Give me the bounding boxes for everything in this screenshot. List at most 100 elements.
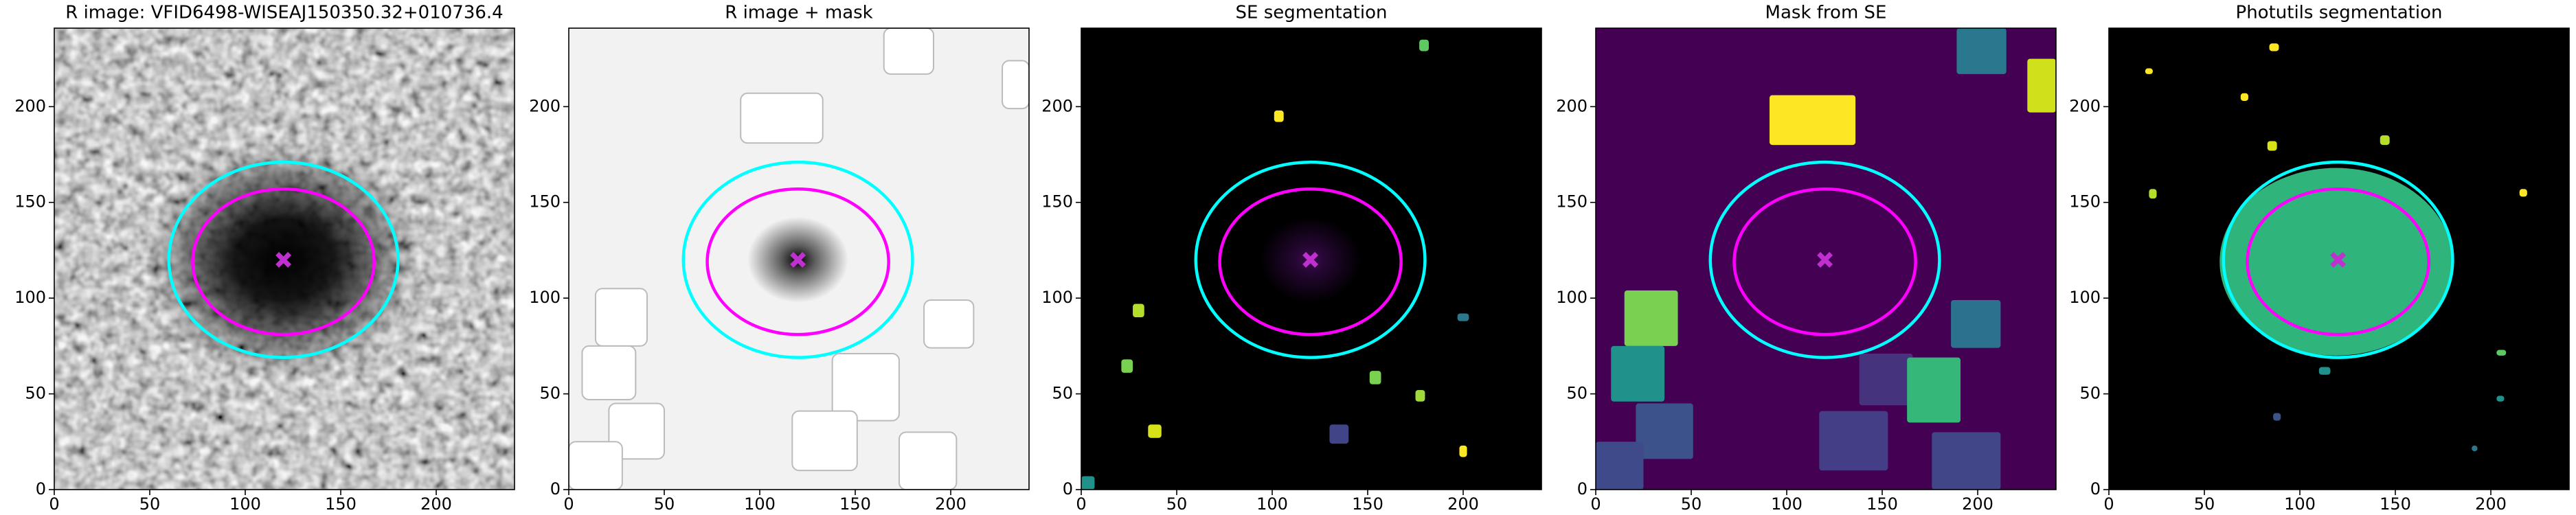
y-tick-label: 150 [1041,192,1073,211]
segment-region [1819,411,1888,471]
x-tick-label: 50 [654,494,675,514]
y-tick-label: 200 [14,96,46,115]
segment-region [791,410,858,472]
y-tick-label: 0 [550,479,561,499]
panel-title: Photutils segmentation [2236,3,2443,23]
y-tick-label: 100 [1556,288,1588,307]
center-marker [2330,251,2347,268]
segment-region [1002,60,1029,110]
segment-region [1769,95,1856,146]
axes-frame [1081,27,1542,490]
segment-region [740,92,824,144]
segment-region [831,353,900,422]
aperture-ellipse [1218,187,1403,336]
segment-region [2269,43,2279,52]
segment-region [1133,304,1144,318]
aperture-ellipse [167,160,400,359]
y-tick-label: 150 [14,192,46,211]
image-area [1596,28,2056,490]
y-tick-label: 0 [1577,479,1588,499]
x-tick-label: 150 [2380,494,2411,514]
x-tick-label: 0 [1590,494,1601,514]
segment-region [2519,189,2527,197]
x-tick-label: 50 [1681,494,1702,514]
segment-region [1274,110,1284,122]
segment-region [1415,390,1425,402]
x-tick-label: 200 [1962,494,1993,514]
segment-region [1636,403,1693,459]
y-tick-label: 200 [2069,96,2101,115]
segment-region [2240,93,2248,101]
panel-title: SE segmentation [1236,3,1388,23]
center-marker [1817,251,1833,268]
y-tick-label: 100 [1041,288,1073,307]
center-marker [1302,251,1319,268]
y-tick-label: 150 [1556,192,1588,211]
segment-region [1907,357,1961,423]
x-tick-label: 50 [139,494,161,514]
axes-frame [2108,27,2570,490]
segment-region [608,402,666,460]
y-tick-label: 0 [1063,479,1073,499]
segment-region [581,345,637,400]
x-tick-label: 200 [1447,494,1479,514]
segment-region [2496,396,2505,402]
segment-region [1596,442,1644,490]
y-tick-label: 50 [1052,384,1073,403]
segment-region [2145,68,2153,74]
y-tick-label: 150 [529,192,561,211]
segment-region [2273,413,2281,421]
x-tick-label: 50 [1166,494,1188,514]
x-tick-label: 200 [420,494,452,514]
image-area [569,28,1029,490]
segment-region [1457,313,1469,321]
x-tick-label: 100 [2284,494,2316,514]
x-tick-label: 100 [1771,494,1803,514]
segment-region [923,299,975,349]
panel-title: R image + mask [725,3,873,23]
y-tick-label: 0 [2090,479,2101,499]
y-tick-label: 0 [36,479,46,499]
aperture-ellipse [191,187,376,336]
y-tick-label: 100 [2069,288,2101,307]
y-tick-label: 50 [539,384,561,403]
x-tick-label: 150 [839,494,871,514]
image-area [54,28,515,490]
segment-region [1624,290,1678,346]
y-tick-label: 200 [529,96,561,115]
x-tick-label: 100 [229,494,261,514]
segment-region [2472,445,2478,452]
aperture-ellipse [1194,160,1427,359]
segment-region [1148,424,1162,438]
x-tick-label: 0 [563,494,574,514]
segment-region [1859,354,1913,406]
segment-region [1611,345,1665,402]
aperture-ellipse [1708,160,1941,359]
segment-region [1932,432,2001,490]
image-area [1081,28,1541,490]
center-marker [275,251,292,268]
x-tick-label: 100 [744,494,776,514]
y-tick-label: 200 [1556,96,1588,115]
x-tick-label: 0 [1076,494,1086,514]
y-tick-label: 100 [529,288,561,307]
aperture-ellipse [705,187,890,336]
segment-region [1121,359,1133,373]
y-tick-label: 200 [1041,96,1073,115]
aperture-ellipse [2222,160,2454,359]
image-area [2109,28,2569,490]
axes-frame [1595,27,2057,490]
x-tick-label: 200 [2475,494,2507,514]
aperture-ellipse [1732,187,1917,336]
x-tick-label: 0 [49,494,59,514]
segment-region [2267,141,2277,151]
segment-region [2380,135,2390,146]
segment-region [1956,28,2007,74]
aperture-ellipse [2246,187,2430,336]
segment-region [1419,39,1429,52]
x-tick-label: 100 [1256,494,1288,514]
segment-region [2027,58,2056,113]
axes-frame [54,27,515,490]
x-tick-label: 200 [935,494,967,514]
